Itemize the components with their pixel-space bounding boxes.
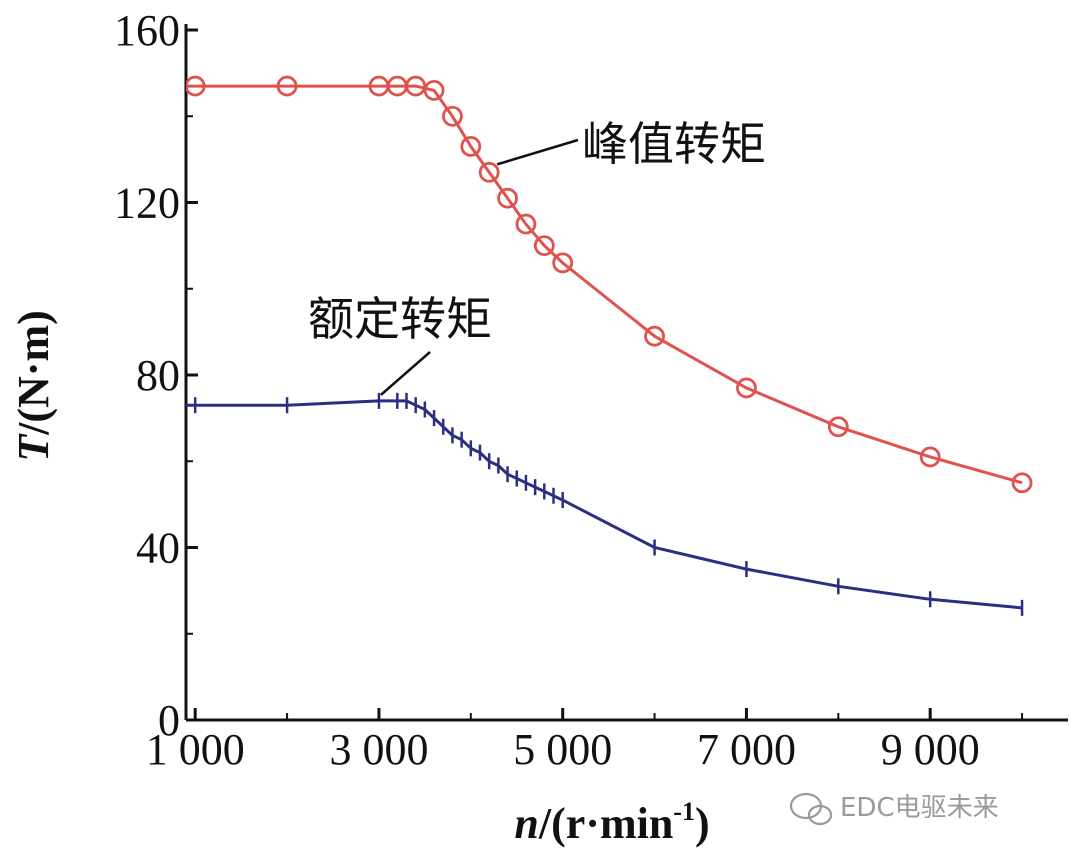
data-point — [736, 377, 757, 399]
x-tick-label: 3 000 — [329, 725, 428, 774]
x-tick-label: 7 000 — [697, 725, 796, 774]
data-point — [827, 416, 849, 438]
series-0 — [140, 75, 1033, 494]
y-tick-label: 160 — [114, 6, 180, 55]
y-ticks: 0 40 80 120 160 — [114, 6, 198, 745]
x-tick-label: 5 000 — [513, 725, 612, 774]
data-point — [515, 213, 537, 235]
x-ticks: 1 000 3 000 5 000 7 000 9 000 — [146, 708, 1024, 774]
x-axis-label: n/(r·min-1) — [514, 797, 709, 848]
data-point — [442, 105, 463, 127]
series-line — [186, 84, 1023, 485]
x-tick-label: 9 000 — [881, 725, 980, 774]
rated-leader-line — [380, 351, 431, 396]
y-tick-label: 0 — [158, 696, 180, 745]
data-point — [460, 136, 482, 157]
data-point — [644, 325, 665, 347]
peak-leader-line — [496, 138, 579, 166]
series-1 — [186, 392, 1024, 616]
data-point — [497, 187, 518, 209]
x-tick-label: 1 000 — [146, 725, 245, 774]
data-point — [919, 446, 941, 468]
series-layer — [140, 75, 1033, 616]
y-tick-label: 120 — [114, 179, 180, 228]
data-point — [140, 77, 158, 95]
data-point — [1011, 472, 1033, 494]
data-point — [423, 79, 445, 101]
y-tick-label: 80 — [136, 351, 180, 400]
y-axis-label: T/(N·m) — [9, 310, 58, 462]
wechat-icon — [789, 792, 833, 826]
series-line — [186, 399, 1023, 610]
data-point — [533, 235, 555, 257]
y-tick-label: 40 — [136, 524, 180, 573]
axes-layer — [184, 24, 1068, 722]
watermark-text: EDC电驱未来 — [840, 793, 999, 823]
rated-torque-label: 额定转矩 — [308, 292, 492, 346]
data-point — [276, 75, 298, 97]
watermark: EDC电驱未来 — [789, 792, 999, 826]
data-point — [552, 252, 574, 274]
peak-torque-label: 峰值转矩 — [582, 117, 766, 171]
data-point — [478, 161, 500, 183]
data-point — [186, 75, 206, 97]
